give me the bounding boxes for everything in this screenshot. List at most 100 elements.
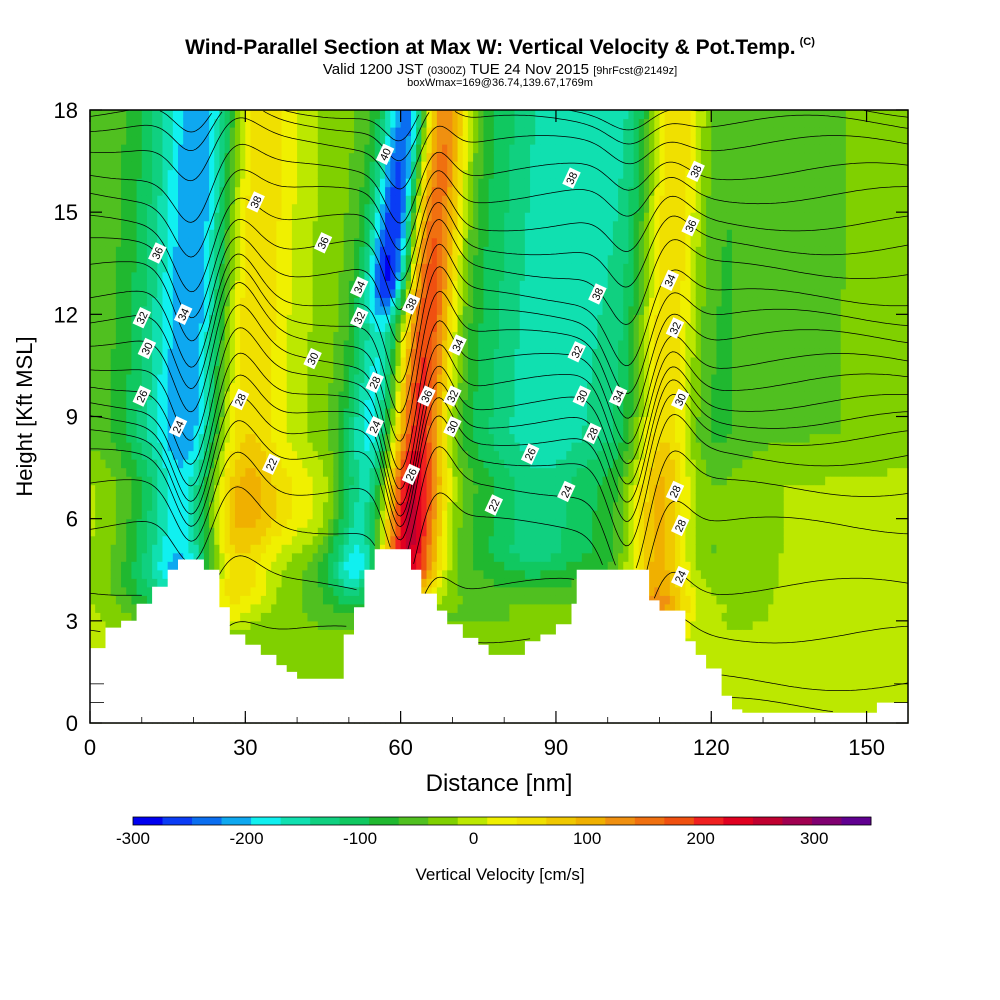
velocity-cell bbox=[250, 595, 257, 605]
velocity-cell bbox=[364, 510, 371, 520]
velocity-cell bbox=[193, 127, 200, 137]
velocity-cell bbox=[385, 476, 391, 486]
velocity-cell bbox=[302, 612, 309, 622]
velocity-cell bbox=[379, 280, 386, 290]
velocity-cell bbox=[203, 280, 210, 290]
velocity-cell bbox=[157, 127, 164, 137]
velocity-cell bbox=[343, 459, 350, 469]
velocity-cell bbox=[297, 356, 303, 367]
velocity-cell bbox=[229, 450, 236, 460]
velocity-cell bbox=[426, 544, 433, 554]
velocity-cell bbox=[152, 186, 158, 196]
velocity-cell bbox=[152, 110, 158, 120]
velocity-cell bbox=[121, 535, 127, 545]
velocity-cell bbox=[436, 493, 443, 503]
velocity-cell bbox=[442, 356, 448, 367]
velocity-cell bbox=[105, 195, 112, 205]
velocity-cell bbox=[405, 399, 412, 409]
velocity-cell bbox=[162, 220, 169, 230]
velocity-cell bbox=[209, 450, 215, 460]
velocity-cell bbox=[255, 246, 262, 256]
velocity-cell bbox=[276, 416, 283, 426]
velocity-cell bbox=[354, 152, 360, 162]
velocity-cell bbox=[115, 271, 122, 281]
velocity-cell bbox=[447, 578, 454, 588]
velocity-cell bbox=[105, 263, 112, 273]
velocity-cell bbox=[276, 263, 283, 273]
velocity-cell bbox=[250, 544, 257, 554]
velocity-cell bbox=[193, 280, 200, 290]
velocity-cell bbox=[266, 356, 272, 367]
velocity-cell bbox=[395, 263, 402, 273]
velocity-cell bbox=[95, 416, 101, 426]
velocity-cell bbox=[395, 314, 402, 324]
velocity-cell bbox=[146, 144, 153, 154]
velocity-cell bbox=[209, 169, 215, 179]
velocity-cell bbox=[436, 578, 443, 588]
velocity-cell bbox=[416, 254, 422, 264]
velocity-cell bbox=[405, 280, 412, 290]
velocity-cell bbox=[395, 433, 402, 443]
velocity-cell bbox=[229, 476, 236, 486]
velocity-cell bbox=[312, 425, 319, 435]
velocity-cell bbox=[172, 561, 179, 571]
velocity-cell bbox=[224, 501, 231, 511]
velocity-cell bbox=[395, 416, 402, 426]
velocity-cell bbox=[343, 603, 350, 613]
velocity-cell bbox=[214, 407, 221, 418]
velocity-cell bbox=[291, 518, 298, 528]
velocity-cell bbox=[286, 152, 293, 162]
velocity-cell bbox=[100, 254, 107, 264]
velocity-cell bbox=[209, 425, 215, 435]
velocity-cell bbox=[90, 331, 96, 341]
velocity-cell bbox=[343, 510, 350, 520]
velocity-cell bbox=[224, 373, 231, 384]
velocity-cell bbox=[302, 442, 309, 452]
velocity-cell bbox=[291, 254, 298, 264]
velocity-cell bbox=[115, 152, 122, 162]
velocity-cell bbox=[348, 365, 355, 375]
velocity-cell bbox=[405, 220, 412, 230]
velocity-cell bbox=[105, 144, 112, 154]
velocity-cell bbox=[121, 263, 127, 273]
velocity-cell bbox=[348, 561, 355, 571]
velocity-cell bbox=[302, 535, 309, 545]
velocity-cell bbox=[302, 544, 309, 554]
velocity-cell bbox=[364, 348, 371, 358]
velocity-cell bbox=[224, 365, 231, 375]
velocity-cell bbox=[234, 339, 241, 349]
velocity-cell bbox=[141, 501, 148, 511]
velocity-cell bbox=[374, 356, 381, 367]
velocity-cell bbox=[110, 382, 117, 392]
velocity-cell bbox=[297, 220, 303, 230]
velocity-cell bbox=[141, 586, 148, 596]
velocity-cell bbox=[255, 118, 262, 128]
velocity-cell bbox=[343, 620, 350, 630]
velocity-cell bbox=[229, 246, 236, 256]
velocity-cell bbox=[219, 365, 226, 375]
velocity-cell bbox=[121, 220, 127, 230]
velocity-cell bbox=[100, 467, 107, 477]
velocity-cell bbox=[276, 220, 283, 230]
velocity-cell bbox=[390, 348, 397, 358]
velocity-cell bbox=[421, 467, 428, 477]
velocity-cell bbox=[333, 603, 340, 613]
velocity-cell bbox=[281, 629, 288, 639]
velocity-cell bbox=[395, 195, 402, 205]
velocity-cell bbox=[260, 288, 267, 298]
velocity-cell bbox=[141, 467, 148, 477]
velocity-cell bbox=[183, 186, 189, 196]
velocity-cell bbox=[90, 407, 96, 418]
velocity-cell bbox=[322, 476, 329, 486]
velocity-cell bbox=[203, 288, 210, 298]
velocity-cell bbox=[410, 152, 417, 162]
velocity-cell bbox=[379, 433, 386, 443]
velocity-cell bbox=[333, 561, 340, 571]
velocity-cell bbox=[431, 510, 438, 520]
velocity-cell bbox=[178, 246, 184, 256]
velocity-cell bbox=[136, 552, 143, 562]
velocity-cell bbox=[302, 254, 309, 264]
velocity-cell bbox=[255, 288, 262, 298]
velocity-cell bbox=[172, 280, 179, 290]
velocity-cell bbox=[250, 433, 257, 443]
